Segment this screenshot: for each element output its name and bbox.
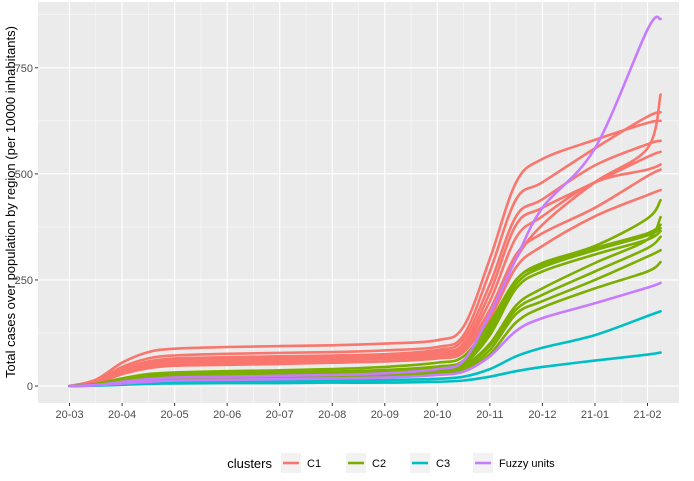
x-tick-label: 20-11: [476, 409, 503, 421]
grid-major: [38, 2, 679, 403]
series-line: [68, 163, 662, 388]
series-line: [68, 15, 662, 388]
x-tick-label: 21-02: [633, 409, 661, 421]
x-tick-label: 20-12: [528, 409, 556, 421]
x-tick-label: 20-03: [55, 409, 83, 421]
series-line: [68, 93, 662, 388]
legend-label: Fuzzy units: [499, 458, 555, 470]
x-tick-label: 21-01: [581, 409, 609, 421]
x-tick-label: 20-05: [161, 409, 189, 421]
grid-minor: [38, 2, 679, 403]
x-tick-label: 20-07: [266, 409, 294, 421]
series-line: [68, 119, 662, 388]
legend-label: C3: [436, 458, 450, 470]
series-line: [68, 198, 662, 388]
x-tick-label: 20-09: [371, 409, 399, 421]
legend: clusters C1 C2 C3 Fuzzy units: [227, 453, 555, 473]
y-tick-label: 250: [15, 275, 33, 287]
series-line: [68, 111, 662, 388]
series-line: [68, 281, 662, 388]
y-axis-ticks: 0 250 500 750: [15, 63, 38, 393]
x-tick-label: 20-04: [108, 409, 136, 421]
y-tick-label: 0: [27, 381, 33, 393]
series-line: [68, 351, 662, 388]
y-tick-label: 750: [15, 63, 33, 75]
y-axis-title: Total cases over population by region (p…: [3, 26, 18, 378]
legend-label: C1: [307, 458, 321, 470]
legend-label: C2: [372, 458, 386, 470]
y-tick-label: 500: [15, 169, 33, 181]
x-tick-label: 20-06: [213, 409, 241, 421]
x-tick-label: 20-10: [423, 409, 451, 421]
x-tick-label: 20-08: [318, 409, 346, 421]
legend-title: clusters: [227, 456, 272, 471]
series-layer: [68, 15, 662, 388]
x-axis-ticks: 20-03 20-04 20-05 20-06 20-07 20-08 20-09 20-10…: [55, 403, 662, 421]
